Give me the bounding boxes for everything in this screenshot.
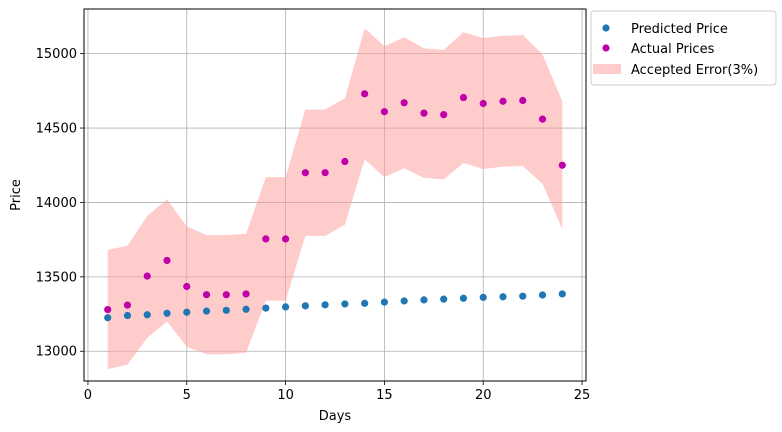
predicted-price-point	[242, 306, 249, 313]
actual-price-point	[381, 108, 388, 115]
x-tick-label: 20	[475, 388, 492, 403]
error-band-layer	[108, 28, 563, 369]
predicted-price-point	[381, 299, 388, 306]
actual-price-point	[480, 100, 487, 107]
x-tick-label: 25	[574, 388, 591, 403]
predicted-price-point	[104, 314, 111, 321]
actual-price-point	[104, 306, 111, 313]
actual-price-point	[420, 110, 427, 117]
actual-price-point	[302, 169, 309, 176]
actual-price-point	[183, 283, 190, 290]
actual-price-point	[539, 116, 546, 123]
predicted-price-point	[262, 304, 269, 311]
predicted-price-point	[440, 296, 447, 303]
predicted-price-point	[124, 312, 131, 319]
legend: Predicted Price Actual Prices Accepted E…	[591, 11, 776, 85]
actual-price-point	[242, 290, 249, 297]
predicted-price-point	[203, 307, 210, 314]
predicted-price-point	[341, 300, 348, 307]
x-axis-label: Days	[319, 409, 352, 424]
y-tick-label: 13000	[36, 345, 77, 360]
legend-label-accepted-error: Accepted Error(3%)	[631, 63, 758, 78]
x-tick-label: 5	[183, 388, 191, 403]
legend-label-actual-prices: Actual Prices	[631, 42, 715, 57]
predicted-price-point	[163, 310, 170, 317]
x-tick-label: 15	[376, 388, 393, 403]
legend-marker-predicted-price	[602, 24, 609, 31]
x-tick-label: 0	[84, 388, 92, 403]
predicted-price-point	[282, 303, 289, 310]
predicted-price-point	[223, 307, 230, 314]
predicted-price-point	[361, 300, 368, 307]
actual-price-point	[440, 111, 447, 118]
actual-price-point	[519, 97, 526, 104]
actual-price-point	[144, 272, 151, 279]
y-tick-label: 13500	[36, 270, 77, 285]
actual-price-point	[282, 235, 289, 242]
actual-price-point	[163, 257, 170, 264]
actual-price-point	[499, 98, 506, 105]
predicted-price-point	[460, 295, 467, 302]
actual-price-point	[361, 90, 368, 97]
predicted-price-point	[519, 293, 526, 300]
legend-label-predicted-price: Predicted Price	[631, 22, 728, 37]
x-tick-label: 10	[277, 388, 294, 403]
predicted-price-point	[144, 311, 151, 318]
y-tick-label: 15000	[36, 47, 77, 62]
predicted-price-point	[480, 294, 487, 301]
legend-marker-actual-prices	[602, 44, 609, 51]
actual-price-point	[124, 302, 131, 309]
predicted-price-point	[302, 302, 309, 309]
predicted-price-point	[499, 293, 506, 300]
predicted-price-point	[322, 301, 329, 308]
predicted-price-point	[183, 309, 190, 316]
y-tick-label: 14500	[36, 122, 77, 137]
actual-price-point	[341, 158, 348, 165]
actual-price-point	[262, 235, 269, 242]
predicted-price-point	[559, 290, 566, 297]
actual-price-point	[460, 94, 467, 101]
error-band	[108, 28, 563, 369]
actual-price-point	[322, 169, 329, 176]
predicted-price-point	[420, 296, 427, 303]
actual-price-point	[203, 291, 210, 298]
legend-marker-accepted-error	[593, 64, 621, 74]
actual-price-point	[559, 162, 566, 169]
actual-price-point	[223, 291, 230, 298]
predicted-price-point	[539, 291, 546, 298]
actual-price-point	[401, 99, 408, 106]
predicted-price-point	[401, 297, 408, 304]
y-tick-label: 14000	[36, 196, 77, 211]
y-axis-label: Price	[9, 179, 24, 211]
